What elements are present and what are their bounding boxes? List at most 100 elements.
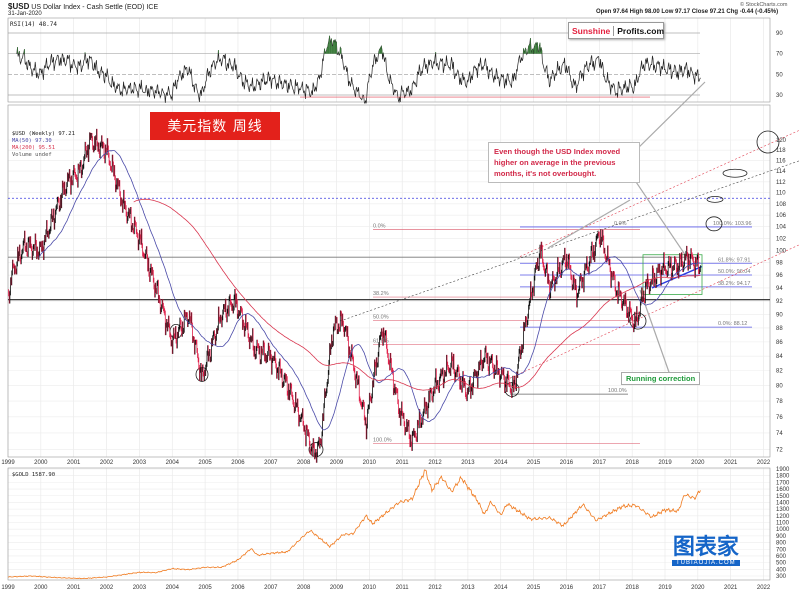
watermark-cn: 图表家 bbox=[672, 535, 739, 560]
gold-tick-label: 1600 bbox=[776, 487, 790, 493]
panel-frames bbox=[7, 17, 771, 581]
x-tick-label: 2001 bbox=[67, 460, 81, 466]
fib-right-label: 100.0%: 103.96 bbox=[713, 221, 752, 227]
ohlc-readout: Open 97.64 High 98.00 Low 97.17 Close 97… bbox=[596, 9, 779, 15]
y-tick-label: 94 bbox=[776, 286, 783, 292]
grid bbox=[7, 18, 770, 580]
y-tick-label: 84 bbox=[776, 354, 783, 360]
x-tick-label: 2007 bbox=[264, 460, 278, 466]
rsi-tick-label: 50 bbox=[776, 72, 783, 78]
rsi-tick-label: 90 bbox=[776, 31, 783, 37]
gold-series bbox=[7, 469, 701, 580]
rsi-tick-label: 70 bbox=[776, 52, 783, 58]
y-tick-label: 102 bbox=[776, 236, 787, 242]
x-tick-label: 2012 bbox=[428, 585, 442, 591]
x-tick-label: 2001 bbox=[67, 585, 81, 591]
tubiaojia-watermark: 图表家 TUBIAOJIA.COM bbox=[672, 536, 740, 566]
x-tick-label: 2018 bbox=[625, 585, 639, 591]
highlight-circle bbox=[705, 216, 723, 232]
x-tick-label: 2004 bbox=[166, 585, 180, 591]
gold-tick-label: 1900 bbox=[776, 467, 790, 473]
gold-tick-label: 900 bbox=[776, 534, 787, 540]
x-tick-label: 2006 bbox=[231, 585, 245, 591]
gold-legend: $GOLD 1587.90 bbox=[12, 472, 55, 478]
y-tick-label: 106 bbox=[776, 213, 787, 219]
gold-panel bbox=[7, 467, 771, 581]
rsi-panel bbox=[7, 17, 771, 103]
trendline-red-upper bbox=[519, 129, 800, 257]
fib-right-label: 100.0% bbox=[608, 388, 627, 394]
overlays: 0.0% 38.2% 50.0% 61.8% 100.0% 0.0% 38.2%: 94.1… bbox=[8, 81, 800, 457]
x-tick-label: 2015 bbox=[527, 585, 541, 591]
callout-pointer bbox=[627, 81, 706, 159]
ma50-line bbox=[38, 150, 701, 431]
x-tick-label: 2019 bbox=[658, 585, 672, 591]
y-tick-label: 98 bbox=[776, 261, 783, 267]
gold-tick-label: 700 bbox=[776, 547, 787, 553]
y-tick-label: 114 bbox=[776, 169, 786, 175]
fib-left-label: 61.8% bbox=[373, 339, 389, 345]
x-tick-label: 2018 bbox=[625, 460, 639, 466]
legend-ma200: MA(200) 95.51 bbox=[12, 145, 55, 151]
highlight-circle bbox=[706, 195, 724, 203]
x-tick-label: 2014 bbox=[494, 585, 508, 591]
logo-part1: Sunshine bbox=[572, 25, 611, 36]
y-tick-label: 88 bbox=[776, 326, 783, 332]
y-tick-label: 80 bbox=[776, 384, 783, 390]
y-tick-label: 74 bbox=[776, 431, 783, 437]
x-tick-label: 2009 bbox=[330, 585, 344, 591]
highlight-circle bbox=[722, 168, 748, 178]
trendline-red-lower bbox=[509, 244, 800, 379]
y-tick-label: 120 bbox=[776, 138, 787, 144]
y-tick-label: 82 bbox=[776, 369, 783, 375]
gold-tick-label: 1400 bbox=[776, 500, 790, 506]
gold-tick-label: 1700 bbox=[776, 480, 790, 486]
legend-volume: Volume undef bbox=[12, 152, 52, 158]
fib-left-label: 100.0% bbox=[373, 438, 392, 444]
highlight-circle bbox=[629, 312, 647, 330]
x-tick-label: 2010 bbox=[363, 460, 377, 466]
x-tick-label: 2017 bbox=[593, 585, 607, 591]
x-tick-label: 2017 bbox=[593, 460, 607, 466]
gold-tick-label: 800 bbox=[776, 541, 787, 547]
ma200-line bbox=[133, 198, 701, 391]
axes: 1999 1999 2000 2000 2001 2001 2002 2002 2003 2003… bbox=[1, 31, 790, 591]
callout-pointer bbox=[639, 289, 671, 376]
x-tick-label: 2000 bbox=[34, 585, 48, 591]
x-tick-label: 2005 bbox=[198, 460, 212, 466]
x-tick-label: 2011 bbox=[396, 460, 410, 466]
x-tick-label: 2020 bbox=[691, 460, 705, 466]
fib-right-label: 50.0%: 96.04 bbox=[718, 269, 750, 275]
gold-tick-label: 400 bbox=[776, 567, 787, 573]
gold-tick-label: 600 bbox=[776, 554, 787, 560]
x-tick-label: 2008 bbox=[297, 585, 311, 591]
gold-line bbox=[7, 469, 701, 580]
gold-tick-label: 300 bbox=[776, 574, 787, 580]
x-tick-label: 2012 bbox=[428, 460, 442, 466]
x-tick-label: 2015 bbox=[527, 460, 541, 466]
x-tick-label: 2007 bbox=[264, 585, 278, 591]
rsi-tick-label: 30 bbox=[776, 93, 783, 99]
watermark-en: TUBIAOJIA.COM bbox=[672, 560, 740, 566]
x-tick-label: 2020 bbox=[691, 585, 705, 591]
y-tick-label: 96 bbox=[776, 273, 783, 279]
fib-left-label: 50.0% bbox=[373, 314, 389, 320]
x-tick-label: 2010 bbox=[363, 585, 377, 591]
price-panel bbox=[7, 104, 771, 458]
x-tick-label: 2003 bbox=[133, 460, 147, 466]
x-tick-label: 1999 bbox=[1, 460, 15, 466]
x-tick-label: 2002 bbox=[100, 460, 114, 466]
fib-right-label: 0.0% bbox=[614, 221, 627, 227]
gold-tick-label: 1500 bbox=[776, 494, 790, 500]
x-tick-label: 2002 bbox=[100, 585, 114, 591]
x-tick-label: 2004 bbox=[166, 460, 180, 466]
symbol: $USD bbox=[8, 2, 30, 11]
price-legend: $USD (Weekly) 97.21 MA(50) 97.30 MA(200)… bbox=[12, 131, 75, 158]
fib-right-label: 38.2%: 94.17 bbox=[718, 281, 750, 287]
highlight-circle bbox=[756, 130, 780, 154]
rsi-line bbox=[16, 35, 701, 105]
y-tick-label: 118 bbox=[776, 148, 786, 154]
x-tick-label: 2022 bbox=[757, 585, 771, 591]
logo-part2: Profits.com bbox=[613, 25, 667, 36]
